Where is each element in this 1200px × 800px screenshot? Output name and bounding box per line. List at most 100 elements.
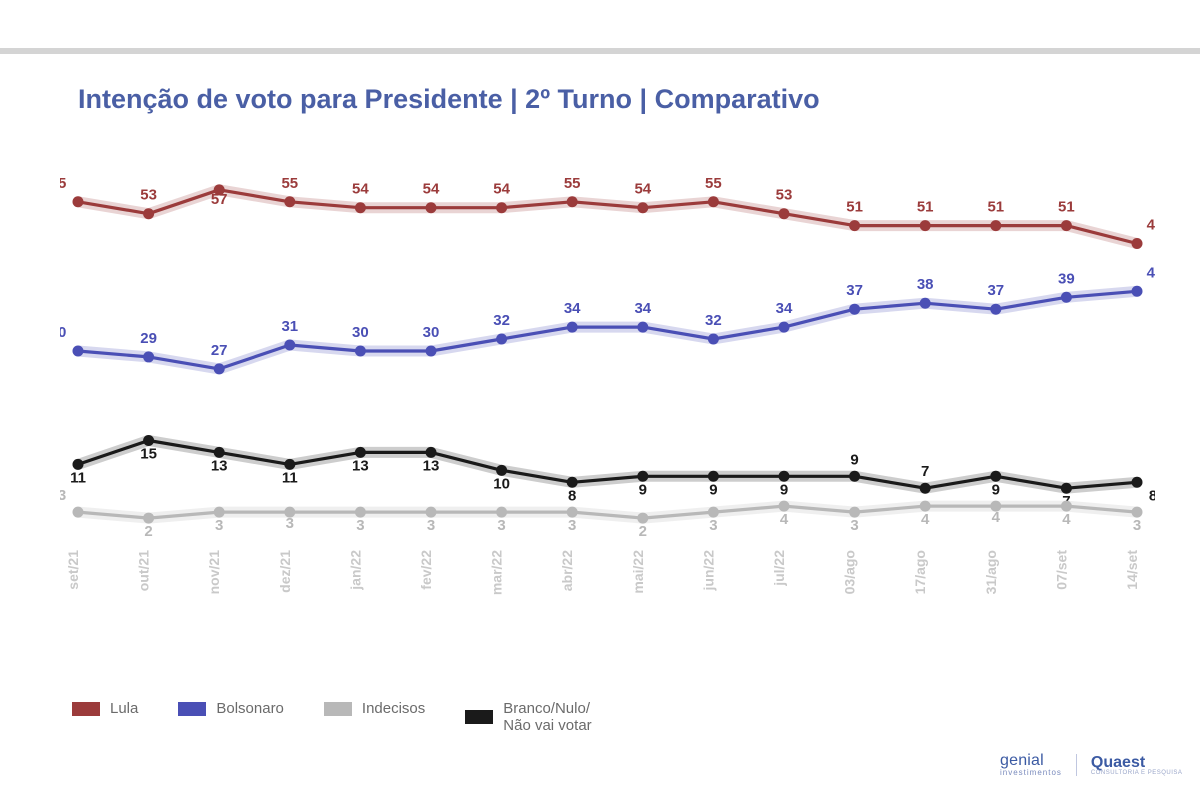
value-label-bolsonaro: 39 — [1058, 270, 1075, 287]
value-label-bolsonaro: 30 — [352, 324, 369, 341]
source-logos: genial investimentos Quaest CONSULTORIA … — [1000, 752, 1182, 777]
series-point-indecisos — [637, 513, 648, 524]
value-label-branco: 13 — [352, 457, 369, 474]
x-axis-label: 14/set — [1124, 550, 1140, 590]
top-divider — [0, 48, 1200, 54]
value-label-indecisos: 3 — [60, 487, 66, 504]
value-label-lula: 53 — [776, 187, 793, 204]
legend-item-lula: Lula — [72, 700, 138, 717]
value-label-indecisos: 3 — [356, 517, 364, 534]
x-axis-label: jan/22 — [347, 550, 363, 591]
value-label-indecisos: 4 — [992, 509, 1001, 526]
logo-quaest-text: Quaest — [1091, 754, 1145, 771]
logo-genial-text: genial — [1000, 752, 1044, 769]
value-label-indecisos: 2 — [639, 523, 647, 540]
value-label-branco: 9 — [850, 451, 858, 468]
value-label-branco: 9 — [639, 481, 647, 498]
value-label-lula: 54 — [352, 181, 369, 198]
value-label-indecisos: 4 — [1062, 511, 1071, 528]
value-label-bolsonaro: 34 — [634, 300, 651, 317]
series-point-branco — [73, 459, 84, 470]
legend-item-indecisos: Indecisos — [324, 700, 425, 717]
value-label-bolsonaro: 37 — [846, 282, 863, 299]
series-point-branco — [567, 477, 578, 488]
legend-label: Branco/Nulo/ Não vai votar — [503, 700, 591, 735]
series-point-bolsonaro — [567, 322, 578, 333]
value-label-bolsonaro: 30 — [60, 324, 66, 341]
series-point-indecisos — [496, 507, 507, 518]
legend-item-bolsonaro: Bolsonaro — [178, 700, 284, 717]
series-point-indecisos — [708, 507, 719, 518]
chart-area: 5553575554545455545553515151514830292731… — [60, 150, 1155, 620]
value-label-lula: 51 — [1058, 199, 1075, 216]
x-axis-label: mai/22 — [630, 550, 646, 594]
value-label-indecisos: 3 — [568, 517, 576, 534]
series-point-indecisos — [779, 501, 790, 512]
series-point-branco — [779, 471, 790, 482]
line-chart: 5553575554545455545553515151514830292731… — [60, 150, 1155, 620]
logo-quaest-sub: CONSULTORIA E PESQUISA — [1091, 770, 1182, 776]
value-label-branco: 11 — [70, 469, 86, 486]
value-label-lula: 51 — [846, 199, 863, 216]
legend-item-branco: Branco/Nulo/ Não vai votar — [465, 700, 591, 735]
series-point-branco — [708, 471, 719, 482]
value-label-branco: 9 — [992, 481, 1000, 498]
x-axis-label: mar/22 — [489, 550, 505, 595]
series-point-branco — [426, 447, 437, 458]
legend-swatch — [178, 702, 206, 716]
x-axis-label: set/21 — [65, 550, 81, 590]
value-label-bolsonaro: 34 — [776, 300, 793, 317]
value-label-indecisos: 3 — [1133, 517, 1141, 534]
series-point-indecisos — [73, 507, 84, 518]
value-label-bolsonaro: 32 — [493, 312, 510, 329]
value-label-bolsonaro: 30 — [423, 324, 440, 341]
x-axis-label: out/21 — [136, 550, 152, 591]
x-axis-label: 07/set — [1053, 550, 1069, 590]
value-label-bolsonaro: 29 — [140, 330, 157, 347]
legend-label: Lula — [110, 700, 138, 717]
series-point-bolsonaro — [779, 322, 790, 333]
legend-swatch — [324, 702, 352, 716]
series-point-indecisos — [1132, 507, 1143, 518]
legend: Lula Bolsonaro Indecisos Branco/Nulo/ Não v… — [72, 700, 592, 735]
x-axis-label: nov/21 — [206, 550, 222, 595]
series-point-branco — [920, 483, 931, 494]
series-point-bolsonaro — [426, 345, 437, 356]
x-axis-label: jul/22 — [771, 550, 787, 587]
logo-genial: genial investimentos — [1000, 752, 1062, 777]
series-point-indecisos — [849, 507, 860, 518]
series-point-lula — [779, 208, 790, 219]
value-label-lula: 55 — [60, 175, 66, 192]
value-label-branco: 7 — [921, 463, 929, 480]
value-label-bolsonaro: 32 — [705, 312, 722, 329]
series-point-bolsonaro — [990, 304, 1001, 315]
series-point-bolsonaro — [496, 334, 507, 345]
logo-separator — [1076, 754, 1077, 776]
value-label-lula: 54 — [493, 181, 510, 198]
series-point-lula — [284, 196, 295, 207]
value-label-bolsonaro: 37 — [987, 282, 1004, 299]
series-point-branco — [355, 447, 366, 458]
series-glow-bolsonaro — [78, 291, 1137, 369]
legend-swatch — [465, 710, 493, 724]
series-point-branco — [214, 447, 225, 458]
logo-genial-sub: investimentos — [1000, 768, 1062, 777]
value-label-branco: 9 — [780, 481, 788, 498]
series-point-lula — [355, 202, 366, 213]
series-point-lula — [637, 202, 648, 213]
series-point-branco — [990, 471, 1001, 482]
series-point-lula — [1132, 238, 1143, 249]
series-point-indecisos — [426, 507, 437, 518]
value-label-lula: 57 — [211, 191, 228, 208]
value-label-lula: 55 — [564, 175, 581, 192]
series-point-branco — [849, 471, 860, 482]
series-point-lula — [849, 220, 860, 231]
legend-label: Bolsonaro — [216, 700, 284, 717]
value-label-branco: 10 — [493, 475, 510, 492]
value-label-lula: 55 — [705, 175, 722, 192]
series-point-branco — [143, 435, 154, 446]
series-point-bolsonaro — [214, 363, 225, 374]
series-point-lula — [708, 196, 719, 207]
value-label-lula: 51 — [917, 199, 934, 216]
x-axis-label: dez/21 — [277, 550, 293, 593]
